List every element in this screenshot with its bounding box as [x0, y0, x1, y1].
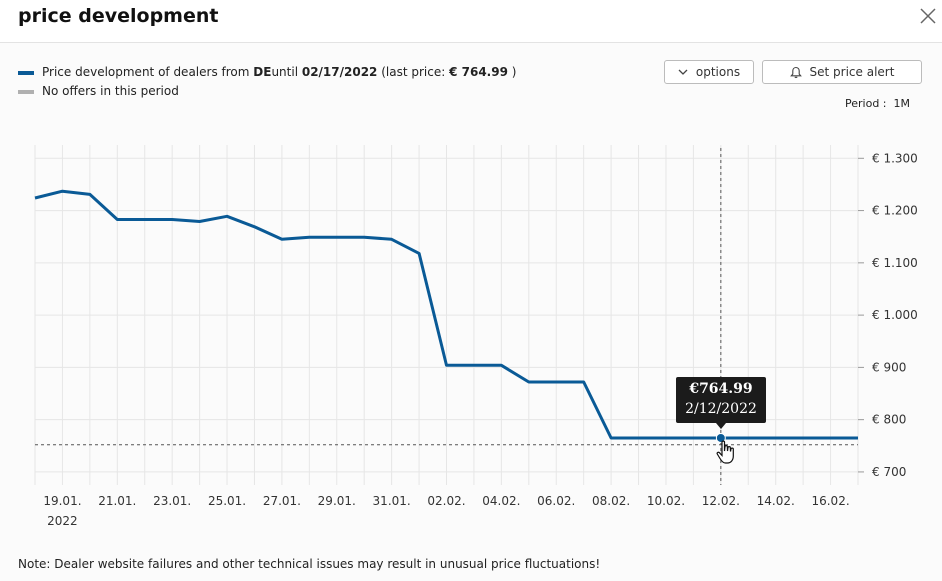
legend-until-date: 02/17/2022: [301, 65, 378, 79]
y-tick-label: € 1.100: [872, 256, 918, 270]
x-tick-label: 02.02.: [427, 494, 465, 508]
legend-last-price-suffix: ): [507, 65, 517, 79]
legend-last-price: € 764.99: [449, 65, 508, 79]
options-label: options: [695, 65, 741, 79]
x-tick-label: 31.01.: [373, 494, 411, 508]
x-tick-label: 16.02.: [811, 494, 849, 508]
x-tick-label: 12.02.: [702, 494, 740, 508]
tooltip-date: 2/12/2022: [685, 401, 757, 417]
alert-label: Set price alert: [809, 65, 895, 79]
highlight-point: [715, 432, 726, 443]
y-tick-label: € 1.300: [872, 151, 918, 165]
set-price-alert-button[interactable]: Set price alert: [762, 60, 922, 84]
bell-icon: [789, 66, 802, 78]
x-tick-label: 10.02.: [647, 494, 685, 508]
y-tick-label: € 1.000: [872, 308, 918, 322]
series-swatch: [18, 70, 34, 75]
disclaimer-note: Note: Dealer website failures and other …: [18, 557, 601, 571]
legend-series: Price development of dealers from DEunti…: [18, 65, 516, 79]
chevron-down-icon: [678, 69, 688, 75]
x-tick-label: 25.01.: [208, 494, 246, 508]
legend-until-word: until: [271, 65, 302, 79]
options-button[interactable]: options: [664, 60, 754, 84]
y-tick-label: € 700: [872, 465, 906, 479]
x-tick-label: 04.02.: [482, 494, 520, 508]
y-tick-label: € 800: [872, 413, 906, 427]
period-value: 1M: [893, 97, 911, 110]
x-tick-label: 06.02.: [537, 494, 575, 508]
price-chart: € 700 € 800 € 900 € 1.000 € 1.100 € 1.200 € 1.…: [34, 145, 918, 528]
x-tick-label: 14.02.: [757, 494, 795, 508]
close-icon[interactable]: [918, 6, 938, 26]
dialog-body: [0, 43, 942, 581]
legend-series-prefix: Price development of dealers from: [42, 65, 254, 79]
x-tick-sublabel: 2022: [47, 514, 78, 528]
dialog-header: price development: [0, 0, 942, 43]
x-tick-label: 19.01.: [43, 494, 81, 508]
x-tick-label: 23.01.: [153, 494, 191, 508]
x-tick-label: 27.01.: [263, 494, 301, 508]
x-tick-label: 08.02.: [592, 494, 630, 508]
dialog-title: price development: [18, 5, 219, 27]
price-tooltip: €764.99 2/12/2022: [676, 377, 766, 429]
x-tick-label: 21.01.: [98, 494, 136, 508]
no-offers-swatch: [18, 89, 34, 94]
legend-no-offers-label: No offers in this period: [42, 84, 179, 98]
period-label: Period :: [845, 97, 887, 110]
legend-last-price-prefix: (last price:: [377, 65, 450, 79]
legend-no-offers: No offers in this period: [18, 84, 179, 98]
y-tick-label: € 900: [872, 360, 906, 374]
tooltip-price: €764.99: [689, 381, 753, 397]
y-tick-label: € 1.200: [872, 204, 918, 218]
x-tick-label: 29.01.: [318, 494, 356, 508]
legend-country: DE: [253, 65, 272, 79]
period-indicator: Period : 1M: [845, 97, 910, 110]
hand-pointer-icon: [716, 440, 738, 470]
